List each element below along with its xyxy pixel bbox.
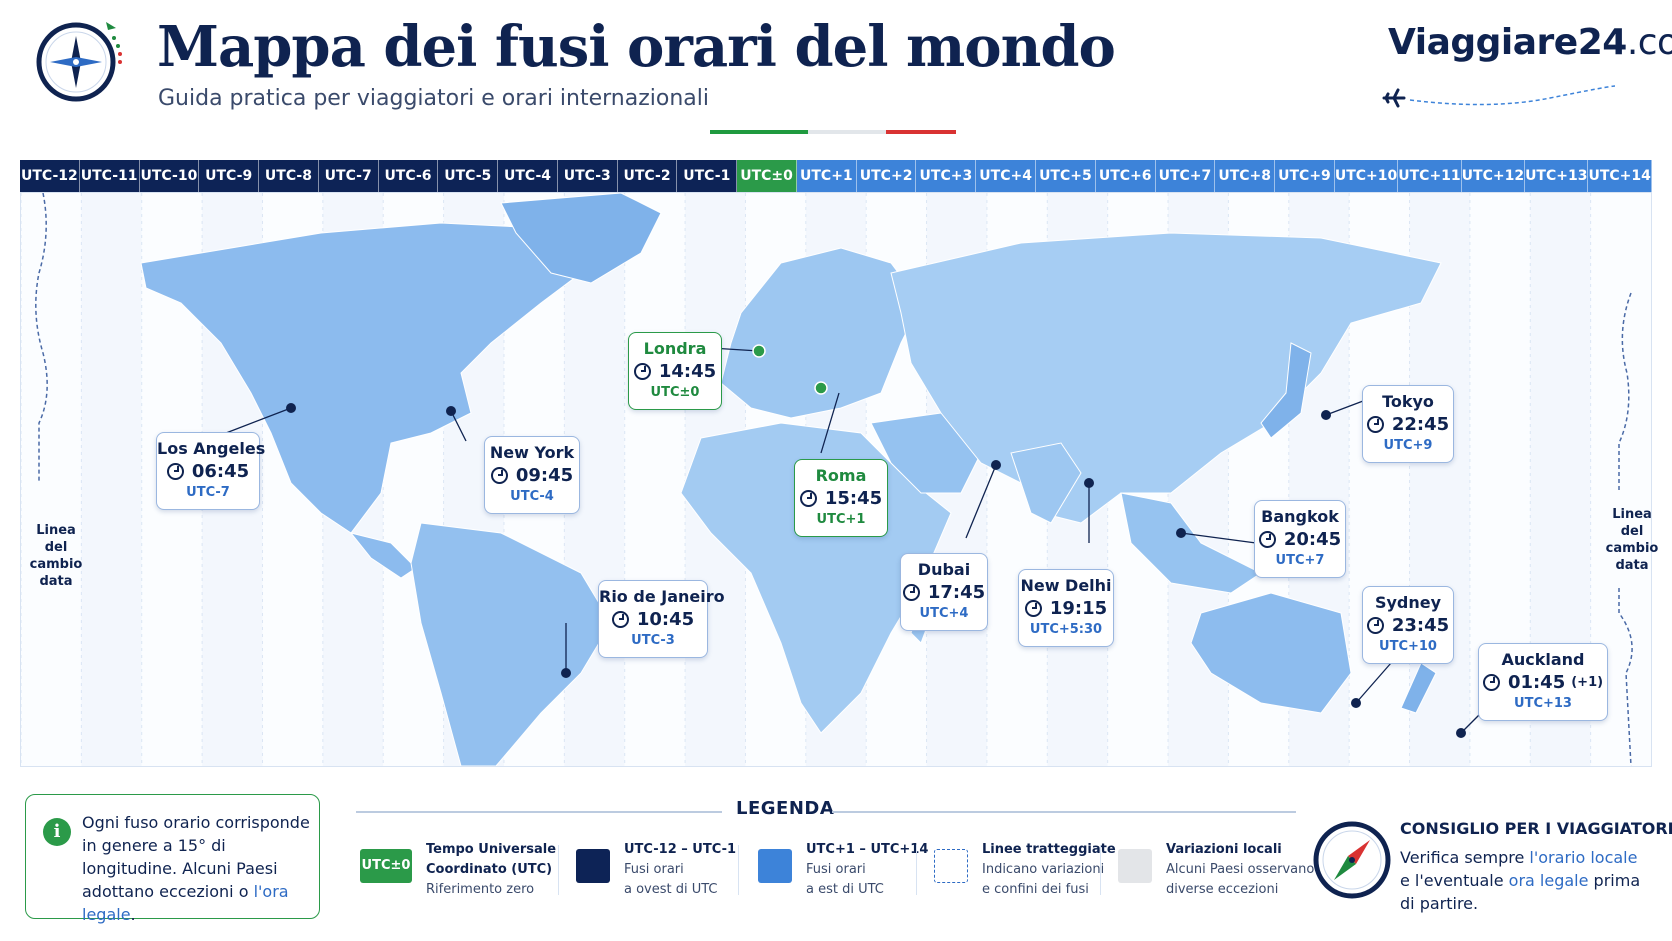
date-line-label-right: Linea del cambio data	[1605, 507, 1659, 573]
info-box	[25, 794, 320, 919]
clock-icon	[611, 611, 629, 628]
india	[1010, 442, 1082, 524]
info-text: Ogni fuso orario corrisponde in genere a…	[82, 813, 310, 924]
timezone-cell[interactable]: UTC-12	[20, 160, 80, 192]
legend-swatch-local	[1118, 849, 1152, 883]
legend-divider-right	[832, 811, 1296, 813]
legend-separator	[1100, 845, 1101, 895]
timezone-cell[interactable]: UTC-9	[199, 160, 260, 192]
city-card-new-york[interactable]: New York 09:45 UTC-4	[484, 436, 580, 514]
legend-item-utc0: Tempo Universale Coordinato (UTC) Riferime…	[426, 842, 557, 897]
brand-name: Viaggiare24	[1388, 22, 1627, 63]
flag-stripe-white	[808, 130, 886, 134]
city-card-auckland[interactable]: Auckland 01:45 (+1) UTC+13	[1478, 643, 1608, 721]
continents	[140, 192, 1442, 767]
timezone-cell[interactable]: UTC-10	[139, 160, 200, 192]
japan	[1260, 342, 1312, 439]
timezone-cell[interactable]: UTC+11	[1398, 160, 1462, 192]
flag-stripe-green	[710, 130, 808, 134]
clock-icon	[902, 584, 920, 601]
timezone-stripe	[21, 193, 82, 766]
city-card-roma[interactable]: Roma 15:45 UTC+1	[794, 459, 888, 537]
timezone-cell[interactable]: UTC+12	[1461, 160, 1526, 192]
city-card-bangkok[interactable]: Bangkok 20:45 UTC+7	[1254, 500, 1346, 578]
tip-text: Verifica sempre l'orario locale e l'even…	[1400, 848, 1641, 913]
south-america	[410, 522, 612, 767]
timezone-cell[interactable]: UTC+14	[1588, 160, 1652, 192]
timezone-stripe	[81, 193, 142, 766]
page-title: Mappa dei fusi orari del mondo	[157, 14, 1116, 80]
city-card-sydney[interactable]: Sydney 23:45 UTC+10	[1362, 586, 1454, 664]
clock-icon	[166, 463, 184, 480]
legend-separator	[738, 845, 739, 895]
timezone-cell[interactable]: UTC+8	[1215, 160, 1276, 192]
brand-domain: .com	[1626, 22, 1672, 63]
clock-icon	[799, 490, 817, 507]
airplane-icon	[1382, 85, 1616, 108]
clock-icon	[1258, 531, 1276, 548]
city-card-dubai[interactable]: Dubai 17:45 UTC+4	[900, 553, 988, 631]
legend-swatch-west	[576, 849, 610, 883]
flag-stripe-red	[886, 130, 956, 134]
legend-swatch-dashed	[934, 849, 968, 883]
timezone-cell[interactable]: UTC-3	[557, 160, 618, 192]
legend-divider-left	[356, 811, 722, 813]
legend-title: LEGENDA	[736, 798, 835, 819]
new-zealand	[1400, 662, 1437, 714]
timezone-cell[interactable]: UTC+7	[1155, 160, 1216, 192]
legend-separator	[558, 845, 559, 895]
legend-item-dashed: Linee tratteggiate Indicano variazioni e c…	[982, 842, 1116, 897]
timezone-cell[interactable]: UTC-8	[259, 160, 319, 192]
city-card-londra[interactable]: Londra 14:45 UTC±0	[628, 332, 722, 410]
timezone-cell[interactable]: UTC-1	[677, 160, 738, 192]
timezone-cell[interactable]: UTC+2	[856, 160, 917, 192]
clock-icon	[1366, 416, 1384, 433]
australia	[1190, 592, 1352, 714]
clock-icon	[633, 363, 651, 380]
timezone-cell[interactable]: UTC-7	[318, 160, 379, 192]
timezone-cell[interactable]: UTC±0	[737, 160, 797, 192]
tip-title: CONSIGLIO PER I VIAGGIATORI	[1400, 819, 1672, 838]
timezone-cell[interactable]: UTC-4	[498, 160, 558, 192]
date-line-label-left: Linea del cambio data	[29, 523, 83, 589]
legend-item-west: UTC-12 – UTC-1 Fusi orari a ovest di UTC	[624, 842, 737, 897]
timezone-cell[interactable]: UTC-11	[79, 160, 140, 192]
timezone-cell[interactable]: UTC+9	[1275, 160, 1335, 192]
timezone-cell[interactable]: UTC+5	[1036, 160, 1096, 192]
clock-icon	[490, 467, 508, 484]
compass-logo-icon	[36, 22, 122, 102]
central-america	[349, 532, 417, 579]
timezone-cell[interactable]: UTC+6	[1095, 160, 1156, 192]
greenland	[500, 192, 662, 284]
clock-icon	[1366, 617, 1384, 634]
brand-logo[interactable]: Viaggiare24.com	[1388, 22, 1672, 63]
info-icon: i	[43, 818, 71, 846]
timezone-cell[interactable]: UTC+4	[976, 160, 1037, 192]
legend-separator	[916, 845, 917, 895]
timezone-cell[interactable]: UTC+13	[1525, 160, 1589, 192]
compass-icon	[1313, 821, 1391, 899]
timezone-cell[interactable]: UTC+3	[916, 160, 977, 192]
city-card-new-delhi[interactable]: New Delhi 19:15 UTC+5:30	[1018, 569, 1114, 647]
clock-icon	[1024, 600, 1042, 617]
legend-swatch-utc0: UTC±0	[360, 849, 412, 883]
north-america	[140, 222, 582, 534]
city-card-tokyo[interactable]: Tokyo 22:45 UTC+9	[1362, 385, 1454, 463]
clock-icon	[1482, 674, 1500, 691]
timezone-cell[interactable]: UTC-2	[617, 160, 678, 192]
legend-item-east: UTC+1 – UTC+14 Fusi orari a est di UTC	[806, 842, 929, 897]
timezone-stripe	[624, 193, 686, 766]
page-subtitle: Guida pratica per viaggiatori e orari in…	[158, 86, 709, 111]
timezone-cell[interactable]: UTC-5	[438, 160, 499, 192]
southeast-asia	[1120, 492, 1262, 594]
timezone-cell[interactable]: UTC+1	[796, 160, 857, 192]
city-card-los-angeles[interactable]: Los Angeles 06:45 UTC-7	[156, 432, 265, 510]
timezone-bar: UTC-12 UTC-11 UTC-10 UTC-9 UTC-8 UTC-7 UTC-6 UT…	[20, 160, 1652, 192]
timezone-cell[interactable]: UTC+10	[1334, 160, 1399, 192]
city-card-rio-de-janeiro[interactable]: Rio de Janeiro 10:45 UTC-3	[598, 580, 725, 658]
timezone-cell[interactable]: UTC-6	[378, 160, 439, 192]
legend-swatch-east	[758, 849, 792, 883]
legend-item-local: Variazioni locali Alcuni Paesi osservano d…	[1166, 842, 1315, 897]
